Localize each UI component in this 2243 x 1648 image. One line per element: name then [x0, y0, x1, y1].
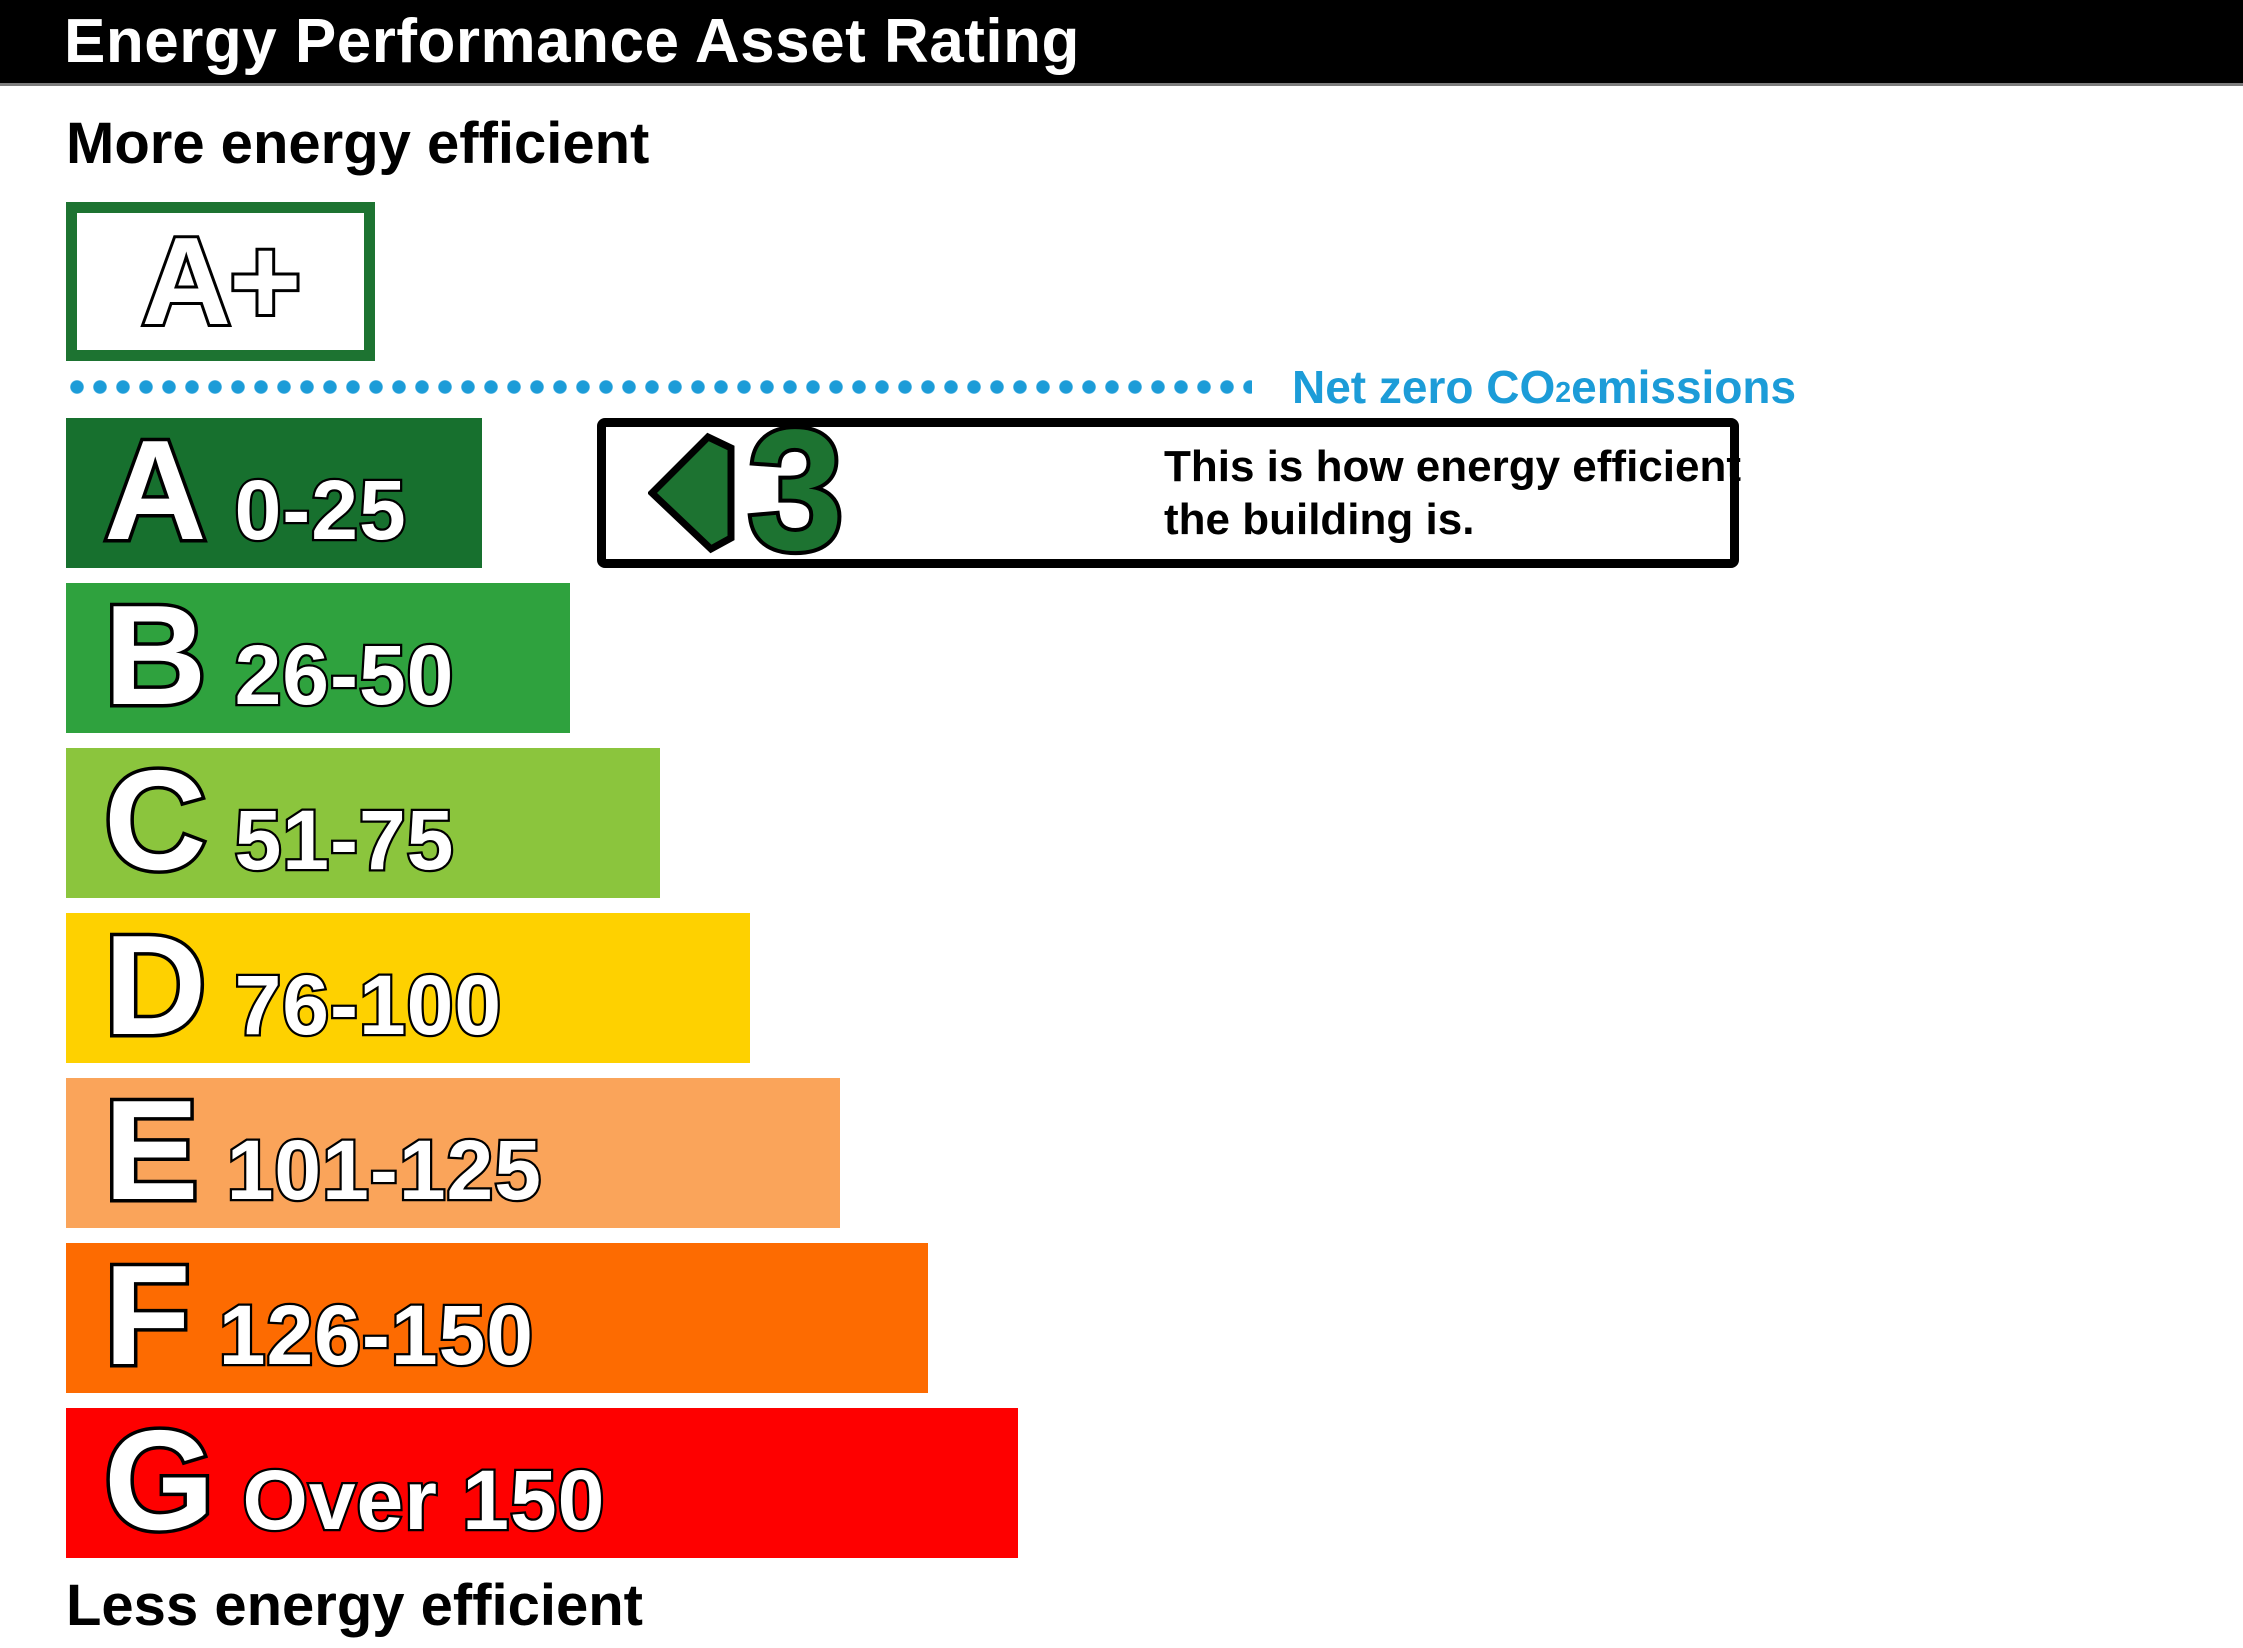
band-c-letter: C	[101, 741, 211, 900]
band-a-letter: A	[101, 411, 211, 570]
more-efficient-label: More energy efficient	[66, 111, 650, 176]
band-b: B 26-50	[66, 576, 570, 735]
band-a-range: 0-25	[232, 461, 408, 560]
band-e: E 101-125	[66, 1071, 840, 1230]
band-a: A 0-25	[66, 411, 482, 570]
band-d-range: 76-100	[232, 956, 503, 1055]
band-a-plus-label: A+	[139, 212, 305, 351]
rating-description-line2: the building is.	[1164, 495, 1475, 544]
header-bar: Energy Performance Asset Rating	[0, 0, 2243, 86]
band-c-range: 51-75	[232, 791, 455, 890]
rating-description: This is how energy efficient the buildin…	[1164, 440, 1741, 546]
net-zero-text: Net zero CO	[1292, 361, 1556, 413]
rating-description-line1: This is how energy efficient	[1164, 442, 1742, 491]
rating-value: 3	[744, 394, 848, 587]
net-zero-dotted-line	[66, 380, 1252, 394]
band-b-letter: B	[101, 576, 211, 735]
band-d-letter: D	[101, 906, 211, 1065]
band-g-range: Over 150	[240, 1451, 606, 1550]
page-title: Energy Performance Asset Rating	[64, 7, 1080, 76]
band-f-letter: F	[101, 1236, 195, 1395]
band-f: F 126-150	[66, 1236, 928, 1395]
net-zero-subscript: 2	[1555, 376, 1572, 409]
band-g-letter: G	[100, 1401, 217, 1560]
less-efficient-label: Less energy efficient	[66, 1573, 643, 1638]
band-g: G Over 150	[66, 1401, 1018, 1560]
band-b-range: 26-50	[232, 626, 455, 725]
band-e-range: 101-125	[224, 1121, 543, 1220]
rating-indicator-box: 3 This is how energy efficient the build…	[597, 394, 1741, 587]
band-c: C 51-75	[66, 741, 660, 900]
band-f-range: 126-150	[216, 1286, 535, 1385]
left-arrow-icon	[648, 432, 735, 554]
band-a-plus: A+	[66, 202, 375, 361]
net-zero-label: Net zero CO 2 emissions	[1292, 356, 1796, 418]
band-d: D 76-100	[66, 906, 750, 1065]
left-arrow-shape	[648, 432, 735, 554]
band-e-letter: E	[101, 1071, 203, 1230]
net-zero-text-suffix: emissions	[1571, 361, 1797, 413]
